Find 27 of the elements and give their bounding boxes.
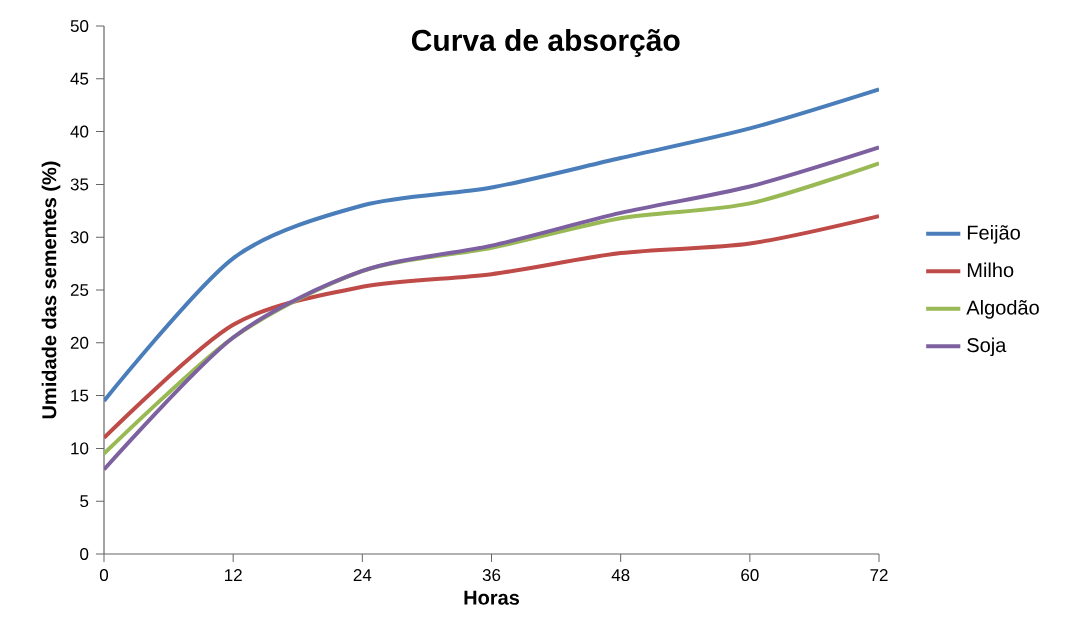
y-tick-label: 10 [71, 442, 89, 455]
y-tick-label: 0 [80, 547, 89, 561]
x-tick-label: 36 [482, 569, 501, 582]
legend-label: Algodão [966, 300, 1039, 319]
y-tick-label: 50 [70, 19, 89, 32]
x-tick-label: 60 [741, 569, 759, 582]
legend-label: Milho [967, 262, 1014, 278]
y-tick-label: 35 [70, 178, 89, 191]
y-tick-label: 40 [70, 125, 89, 138]
x-tick-label: 12 [225, 569, 242, 581]
legend-label: Soja [967, 337, 1007, 357]
line-series [104, 214, 880, 440]
chart-title: Curva de absorção [411, 28, 680, 57]
legend-label: Feijão [967, 225, 1020, 244]
y-tick-label: 45 [70, 72, 89, 85]
x-tick-label: 48 [611, 569, 630, 582]
y-tick-label: 25 [70, 283, 89, 297]
x-tick-label: 72 [870, 569, 888, 581]
y-axis-title: Umidade das sementes (%) [41, 161, 61, 419]
y-tick-label: 20 [70, 336, 89, 349]
line-series [104, 87, 880, 403]
y-tick-label: 5 [80, 495, 89, 508]
x-axis-title: Horas [464, 590, 520, 605]
y-tick-label: 30 [70, 231, 89, 244]
x-tick-label: 0 [99, 569, 109, 582]
y-tick-label: 15 [71, 389, 89, 402]
x-tick-label: 24 [353, 569, 372, 581]
